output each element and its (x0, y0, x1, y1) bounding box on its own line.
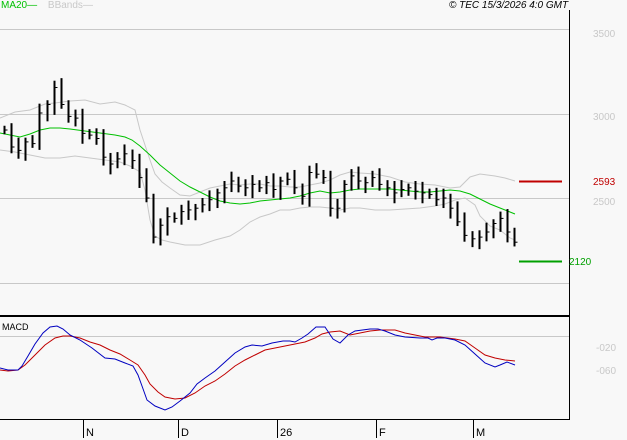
x-label-feb: F (379, 427, 386, 439)
resistance-label: 2593 (593, 177, 616, 188)
macd-title: MACD (2, 322, 29, 332)
macd-line (0, 325, 516, 411)
ma20-line (0, 127, 516, 215)
legend-bbands: BBands— (47, 0, 93, 11)
x-ticks (83, 420, 474, 438)
support-label: 2120 (569, 257, 592, 268)
signal-line (0, 329, 516, 400)
macd-label-neg20: -020 (596, 343, 617, 354)
x-label-mar: M (476, 427, 486, 439)
x-label-2026: 26 (280, 427, 293, 439)
bollinger-bands (0, 99, 516, 246)
chart-legend: MA20— BBands— (1, 0, 93, 11)
x-label-nov: N (86, 427, 94, 439)
x-label-dec: D (181, 427, 189, 439)
y-label-3000: 3000 (593, 112, 616, 123)
price-bars (3, 78, 518, 250)
y-label-3500: 3500 (593, 29, 616, 40)
y-label-2500: 2500 (593, 197, 616, 208)
macd-label-neg60: -060 (596, 366, 617, 377)
copyright-timestamp: © TEC 15/3/2026 4:0 GMT (449, 0, 569, 11)
price-gridlines (0, 29, 569, 337)
legend-ma20: MA20— (1, 0, 38, 11)
